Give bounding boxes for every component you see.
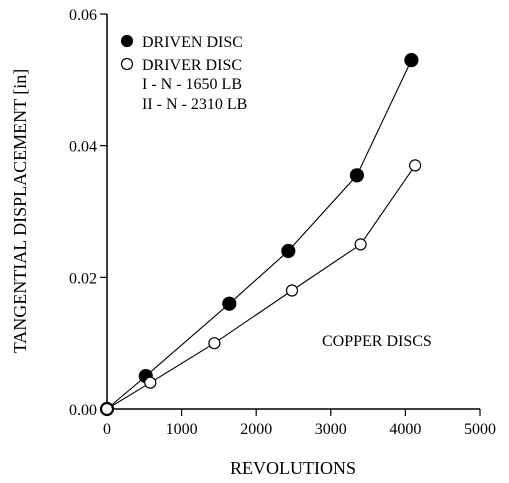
driven-data-point [222,296,237,311]
driven-data-point [281,243,296,259]
ticks: 0 1000 2000 3000 4000 5000 0.00 0.02 0.04 0.06 [69,7,496,438]
x-tick-label: 4000 [389,421,421,438]
series-layer [99,52,422,417]
legend-note-2: II - N - 2310 LB [142,96,247,113]
driven-data-point [404,52,419,68]
driver-data-point [144,376,157,389]
y-axis-label: TANGENTIAL DISPLACEMENT [in] [10,69,30,354]
driver-data-point [409,159,422,172]
legend-label-driver: DRIVER DISC [142,57,242,74]
driven-data-point [349,168,364,183]
series-line-driver [106,165,416,410]
x-tick-label: 2000 [240,421,272,438]
driver-data-point [354,238,367,251]
axes [106,14,480,410]
series-line-driven [106,59,412,410]
x-tick-label: 0 [103,421,111,438]
x-axis-label: REVOLUTIONS [230,458,356,478]
annotation-copper-discs: COPPER DISCS [322,333,432,350]
legend-marker-driven [120,34,134,48]
x-tick-label: 3000 [315,421,347,438]
y-tick-label: 0.04 [69,139,97,156]
legend-note-1: I - N - 1650 LB [142,76,242,93]
legend-label-driven: DRIVEN DISC [142,34,243,51]
legend-marker-driver [120,57,134,71]
y-tick-label: 0.06 [69,7,97,24]
legend: DRIVEN DISC DRIVER DISC I - N - 1650 LB … [120,34,247,113]
x-tick-label: 5000 [464,421,496,438]
driver-data-point [100,402,114,416]
y-tick-label: 0.00 [69,402,97,419]
y-tick-label: 0.02 [69,270,97,287]
driver-data-point [285,284,299,297]
x-tick-label: 1000 [166,421,198,438]
driver-data-point [208,337,221,350]
